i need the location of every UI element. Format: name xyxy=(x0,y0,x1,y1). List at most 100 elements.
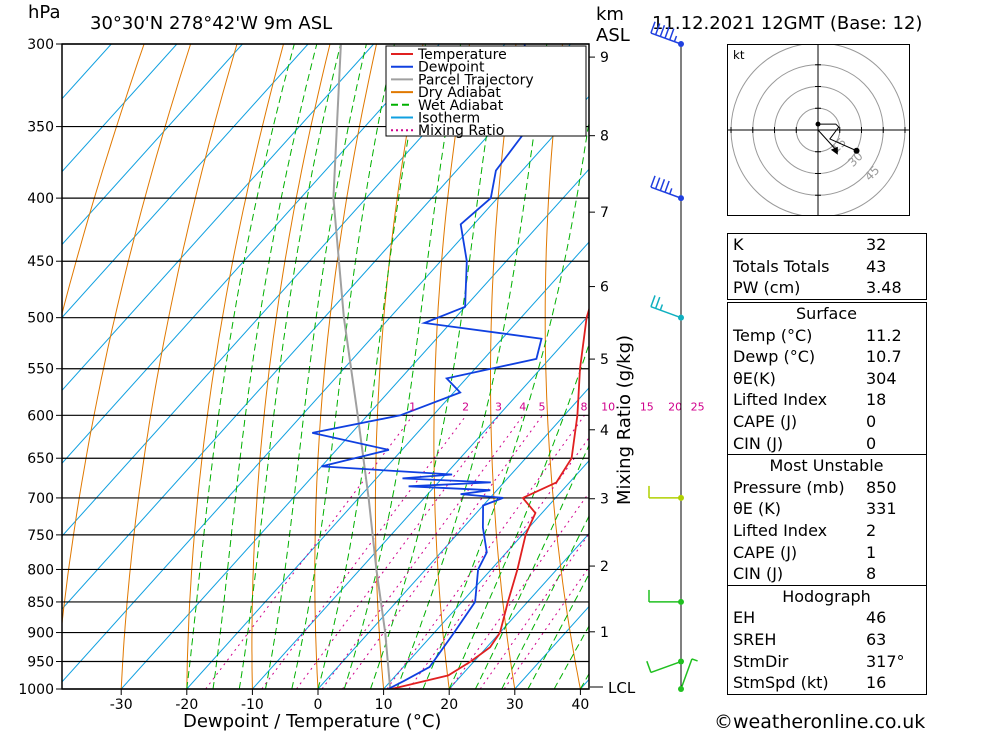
dry-adiabat xyxy=(186,44,284,689)
parcel-trajectory-line xyxy=(332,44,392,689)
wind-level-dot xyxy=(678,314,684,321)
surface-cin-value: 0 xyxy=(866,433,877,453)
pressure-tick-label: 950 xyxy=(27,655,54,671)
wind-barb-staff xyxy=(650,306,682,319)
mixing-ratio-line xyxy=(321,415,524,689)
copyright: ©weatheronline.co.uk xyxy=(714,711,925,733)
x-axis-label: Dewpoint / Temperature (°C) xyxy=(183,711,441,732)
legend-item: Wet Adiabat xyxy=(418,98,504,114)
wind-level-dot xyxy=(678,494,684,501)
temperature-tick-label: 0 xyxy=(314,697,323,713)
km-tick-label: 5 xyxy=(600,352,609,368)
pressure-tick-label: 750 xyxy=(27,528,54,544)
wind-level-dot xyxy=(678,41,684,47)
mixing-ratio-line xyxy=(386,415,585,689)
mu-li-label: Lifted Index xyxy=(733,520,828,540)
surface-temp-value: 11.2 xyxy=(866,325,902,345)
isotherm-line xyxy=(252,314,589,689)
wind-level-dot xyxy=(678,658,684,665)
stmdir-label: StmDir xyxy=(733,651,789,671)
isotherm-line xyxy=(62,44,571,610)
hodograph-trace xyxy=(818,123,857,152)
isotherm-line xyxy=(62,44,375,392)
temperature-tick-label: 10 xyxy=(375,697,393,713)
wind-barb-feather xyxy=(654,296,661,309)
hodograph-unit: kt xyxy=(733,48,745,62)
wind-barb-staff xyxy=(650,660,682,674)
wet-adiabat xyxy=(396,44,548,689)
datetime-title: 11.12.2021 12GMT (Base: 12) xyxy=(652,13,922,34)
mixing-ratio-line xyxy=(479,533,589,689)
km-tick-label: 2 xyxy=(600,559,609,575)
isotherm-line xyxy=(62,44,178,173)
dewpoint-line xyxy=(312,44,543,689)
km-tick-label: 6 xyxy=(600,280,609,296)
dry-adiabat xyxy=(62,44,192,629)
pressure-tick-label: 700 xyxy=(27,491,54,507)
surface-dewp-label: Dewp (°C) xyxy=(733,347,816,367)
location-title: 30°30'N 278°42'W 9m ASL xyxy=(90,13,332,34)
wind-barb-half-feather xyxy=(659,304,664,311)
dry-adiabat xyxy=(120,44,238,689)
temperature-tick-label: -30 xyxy=(110,697,133,713)
wind-barb-feather xyxy=(654,177,661,190)
isotherm-line xyxy=(62,44,440,464)
eh-value: 46 xyxy=(866,608,887,628)
isotherm-line xyxy=(62,44,112,100)
mu-li-value: 2 xyxy=(866,520,877,540)
mixing-ratio-tick-label: 25 xyxy=(691,400,705,413)
legend-item: Dewpoint xyxy=(418,60,485,76)
wet-adiabat xyxy=(370,44,502,689)
dry-adiabat xyxy=(62,44,145,316)
mu-theta-label: θE (K) xyxy=(733,499,781,519)
mixing-ratio-tick-label: 10 xyxy=(601,400,615,413)
stmspd-label: StmSpd (kt) xyxy=(733,673,829,693)
dry-adiabat xyxy=(433,44,470,689)
surface-li-value: 18 xyxy=(866,390,887,410)
legend-item: Parcel Trajectory xyxy=(418,72,534,88)
km-tick-label: 1 xyxy=(600,625,609,641)
wind-barb-feather xyxy=(659,24,666,37)
mu-cin-value: 8 xyxy=(866,564,877,584)
pw-value: 3.48 xyxy=(866,278,902,298)
isotherm-line xyxy=(62,95,589,683)
wet-adiabat xyxy=(186,44,295,689)
surface-li-label: Lifted Index xyxy=(733,390,828,410)
wind-level-dot xyxy=(678,686,684,692)
mixing-ratio-labels: 1 2 3 4 5 8 10 15 20 25 xyxy=(409,400,705,413)
dry-adiabat xyxy=(374,44,424,689)
km-unit-label: km xyxy=(596,4,624,25)
isotherm-line xyxy=(186,241,589,689)
mu-cape-value: 1 xyxy=(866,542,877,562)
k-index-label: K xyxy=(733,235,744,254)
surface-table: Surface Temp (°C) 11.2 Dewp (°C) 10.7 θE(K… xyxy=(727,302,927,695)
isotherm-line xyxy=(62,44,243,246)
pressure-axis: 300 350 400 450 500 550 600 650 700 750 800 850 900 9… xyxy=(18,37,62,698)
lcl-label: LCL xyxy=(608,679,636,697)
pressure-unit-label: hPa xyxy=(28,2,60,23)
mixing-ratio-tick-label: 8 xyxy=(580,400,587,413)
wet-adiabat xyxy=(212,44,318,689)
legend-item: Isotherm xyxy=(418,111,480,127)
pressure-tick-label: 350 xyxy=(27,120,54,136)
wind-barb-feather xyxy=(659,179,666,191)
pressure-tick-label: 850 xyxy=(27,595,54,611)
mixing-ratio-tick-label: 5 xyxy=(538,400,545,413)
wind-profile xyxy=(646,21,698,692)
most-unstable-title: Most Unstable xyxy=(769,456,884,476)
pw-label: PW (cm) xyxy=(733,278,801,298)
pressure-tick-label: 1000 xyxy=(18,682,54,698)
dry-adiabat xyxy=(934,44,1000,689)
isotherm-line xyxy=(120,168,589,689)
wind-level-dot xyxy=(678,598,684,605)
surface-cin-label: CIN (J) xyxy=(733,433,784,453)
temperature-tick-label: 40 xyxy=(571,697,589,713)
mixing-ratio-tick-label: 4 xyxy=(519,400,526,413)
mixing-ratio-line xyxy=(449,491,589,689)
hodograph-start-point xyxy=(815,121,821,127)
eh-label: EH xyxy=(733,608,756,628)
wind-level-dot xyxy=(678,195,684,202)
mixing-ratio-tick-label: 20 xyxy=(668,400,682,413)
